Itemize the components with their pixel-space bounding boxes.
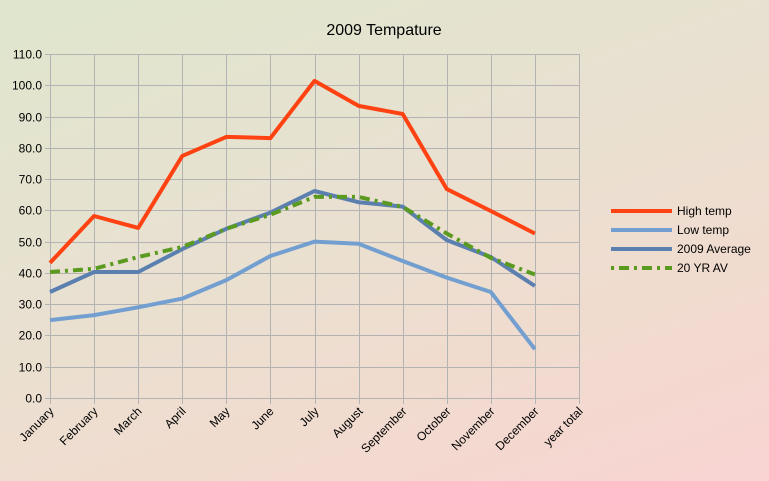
x-tick-label: February <box>57 404 101 448</box>
y-tick-label: 110.0 <box>13 48 42 62</box>
x-tick-label: August <box>329 404 366 441</box>
legend-item: Low temp <box>611 223 729 237</box>
x-tick-label: March <box>111 404 144 437</box>
y-tick-label: 100.0 <box>12 79 42 93</box>
x-tick-label: July <box>297 404 322 429</box>
y-tick-label: 10.0 <box>19 361 43 375</box>
x-tick-label: October <box>414 404 454 444</box>
legend: High temp Low temp 2009 Average 20 YR AV <box>611 204 751 275</box>
y-tick-label: 80.0 <box>19 142 43 156</box>
x-axis-ticks: January February March April May June July Augu… <box>17 404 586 456</box>
legend-item: 2009 Average <box>611 242 751 256</box>
x-tick-label: September <box>358 404 409 455</box>
series-line-20-yr-av <box>49 194 536 277</box>
series-lines <box>48 78 537 351</box>
x-tick-label: May <box>207 404 233 430</box>
series-line-low-temp <box>49 239 537 351</box>
y-gridlines <box>45 54 579 399</box>
x-tick-label: January <box>17 404 57 444</box>
legend-label: 20 YR AV <box>677 261 728 275</box>
series-line-2009-average <box>49 189 536 294</box>
x-tick-label: June <box>248 404 277 433</box>
legend-item: High temp <box>611 204 732 218</box>
x-tick-label: November <box>449 404 498 453</box>
legend-label: 2009 Average <box>677 242 751 256</box>
y-tick-label: 90.0 <box>19 111 43 125</box>
y-tick-label: 70.0 <box>19 173 43 187</box>
y-axis-ticks: 0.0 10.0 20.0 30.0 40.0 50.0 60.0 70.0 80.0 90.0 1… <box>12 48 42 406</box>
y-tick-label: 30.0 <box>19 298 43 312</box>
y-tick-label: 50.0 <box>19 236 43 250</box>
series-line-high-temp <box>48 78 536 265</box>
legend-label: High temp <box>677 204 732 218</box>
y-tick-label: 40.0 <box>19 267 43 281</box>
x-tick-label: year total <box>541 404 586 449</box>
x-tick-label: April <box>162 404 189 431</box>
x-tick-label: December <box>493 404 542 453</box>
chart-title: 2009 Tempature <box>326 22 441 39</box>
legend-item: 20 YR AV <box>611 261 728 275</box>
x-gridlines <box>50 54 580 404</box>
y-tick-label: 60.0 <box>19 204 43 218</box>
y-tick-label: 20.0 <box>19 329 43 343</box>
y-tick-label: 0.0 <box>25 392 42 406</box>
legend-label: Low temp <box>677 223 729 237</box>
